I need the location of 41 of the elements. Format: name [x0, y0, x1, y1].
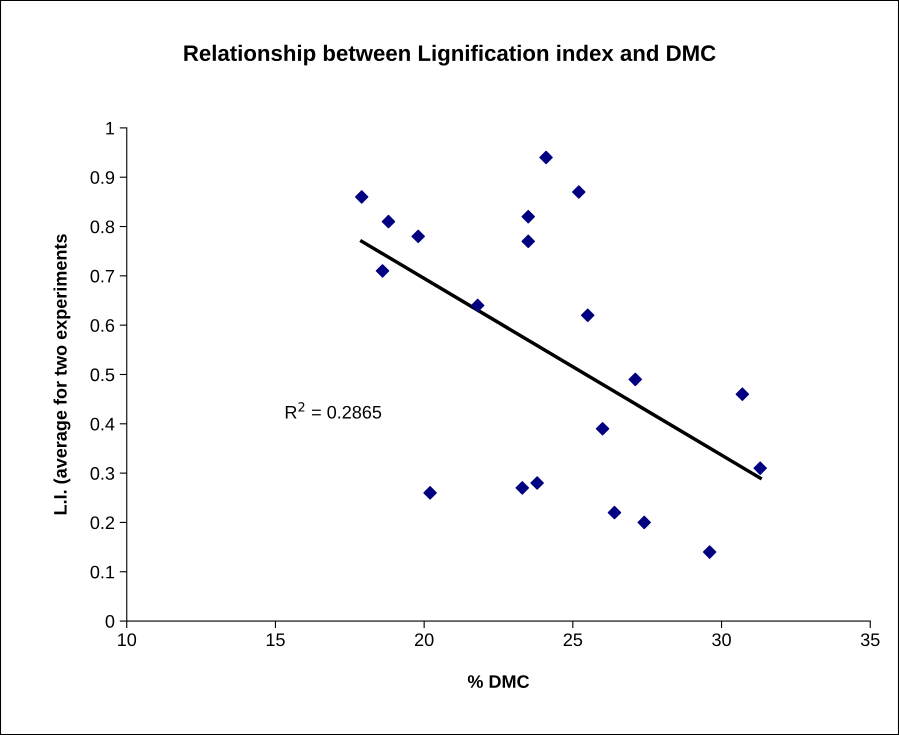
point: [736, 387, 750, 401]
x-tick-label: 20: [415, 633, 434, 646]
point: [539, 150, 553, 164]
y-axis-title: L.I. (average for two experiments: [54, 234, 70, 514]
point: [596, 422, 610, 436]
point: [753, 461, 767, 475]
point: [530, 476, 544, 490]
annotation: R$^{2}$ = 0.2865: [286, 402, 382, 419]
point: [637, 516, 651, 530]
x-axis-title: % DMC: [468, 675, 530, 688]
y-tick-label: 0: [106, 615, 114, 628]
point: [411, 230, 425, 244]
y-tick-label: 0.5: [90, 368, 114, 382]
y-tick-label: 1: [106, 122, 114, 134]
chart-title: Relationship between Lignification index and DMC: [184, 44, 716, 66]
point: [628, 372, 642, 386]
point: [521, 234, 535, 248]
point: [572, 185, 586, 199]
x-tick-label: 35: [860, 633, 880, 646]
point: [608, 506, 622, 520]
point: [470, 298, 484, 312]
y-tick-label: 0.7: [90, 270, 114, 283]
point: [580, 308, 594, 322]
point: [423, 486, 437, 500]
x-tick-label: 15: [266, 634, 285, 646]
point: [516, 481, 530, 495]
point: [702, 545, 716, 559]
y-tick-label: 0.3: [90, 467, 114, 480]
point: [382, 214, 396, 228]
point: [521, 210, 535, 224]
point: [376, 264, 390, 278]
y-tick-label: 0.6: [90, 319, 114, 332]
x-tick-label: 25: [564, 633, 582, 646]
point: [354, 190, 368, 204]
x-tick-label: 30: [712, 633, 731, 646]
y-tick-label: 0.2: [90, 516, 114, 530]
x-tick-label: 10: [118, 633, 136, 646]
y-tick-label: 0.8: [90, 220, 114, 234]
y-tick-label: 0.4: [90, 418, 114, 431]
y-tick-label: 0.9: [90, 171, 114, 184]
y-tick-label: 0.1: [90, 566, 114, 578]
